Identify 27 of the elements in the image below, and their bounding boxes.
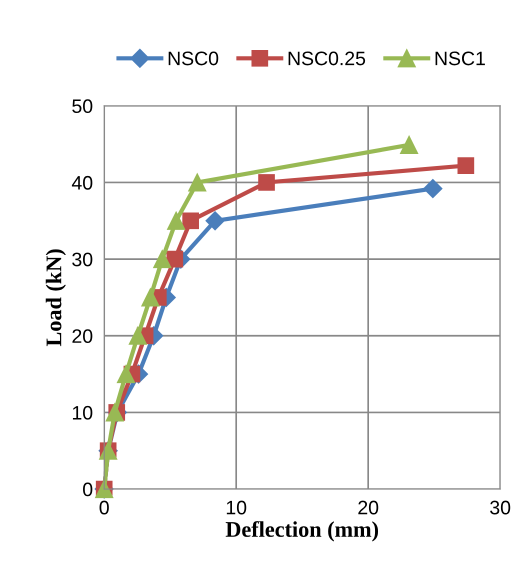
y-tick-label: 30 — [72, 252, 92, 266]
x-tick-label: 10 — [226, 500, 246, 514]
point — [116, 365, 136, 384]
y-tick-label: 10 — [72, 406, 92, 420]
point — [206, 211, 225, 230]
point — [458, 157, 474, 174]
legend-label: NSC0 — [168, 52, 218, 66]
x-tick-label: 30 — [490, 500, 510, 514]
y-tick-label: 40 — [72, 176, 92, 190]
point — [188, 173, 206, 192]
y-tick-label: 0 — [83, 482, 92, 496]
point — [141, 288, 160, 306]
y-tick-label: 20 — [72, 329, 92, 343]
point — [128, 326, 147, 345]
x-tick-label: 20 — [358, 500, 378, 514]
x-tick-label: 0 — [100, 500, 109, 514]
point — [153, 250, 172, 268]
x-axis-title: Deflection (mm) — [226, 521, 378, 542]
point — [258, 174, 275, 191]
legend-label: NSC0.25 — [288, 52, 366, 66]
y-tick-label: 50 — [72, 99, 92, 114]
point — [423, 179, 442, 198]
point — [167, 212, 186, 230]
y-axis-title: Load (kN) — [46, 249, 66, 346]
legend-label: NSC1 — [436, 52, 485, 66]
point — [182, 212, 199, 230]
point — [400, 136, 418, 154]
